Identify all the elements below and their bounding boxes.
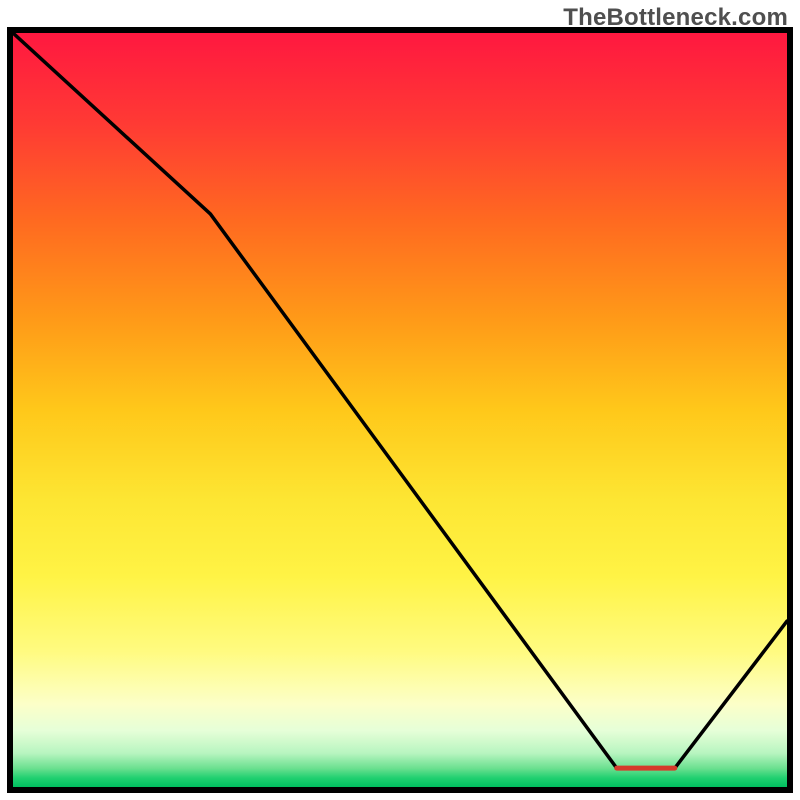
- chart-container: TheBottleneck.com: [0, 0, 800, 800]
- bottleneck-chart: [0, 0, 800, 800]
- watermark-label: TheBottleneck.com: [563, 4, 788, 32]
- gradient-background: [13, 33, 787, 787]
